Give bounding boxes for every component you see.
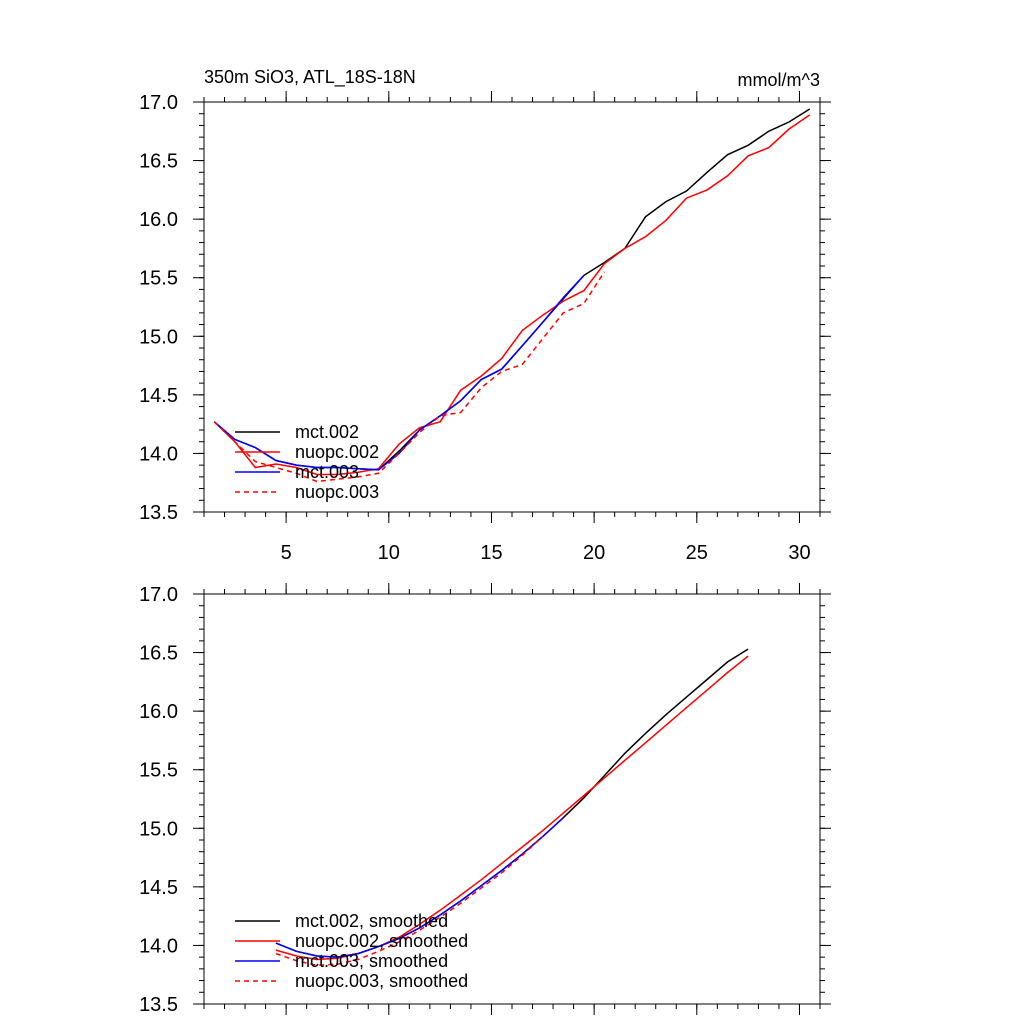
legend-label: mct.003, smoothed (295, 951, 448, 971)
x-tick-label: 20 (583, 542, 605, 564)
y-tick-label: 16.5 (139, 151, 178, 173)
y-tick-label: 15.5 (139, 268, 178, 290)
y-tick-label: 17.0 (139, 584, 178, 606)
x-tick-label: 5 (281, 542, 292, 564)
y-tick-label: 14.5 (139, 877, 178, 899)
y-tick-label: 14.0 (139, 443, 178, 465)
y-tick-label: 17.0 (139, 92, 178, 114)
legend-label: mct.002 (295, 422, 359, 442)
x-tick-label: 30 (788, 542, 810, 564)
y-tick-label: 16.0 (139, 209, 178, 231)
legend-label: mct.003 (295, 462, 359, 482)
legend-label: mct.002, smoothed (295, 911, 448, 931)
legend-label: nuopc.003 (295, 482, 379, 502)
series-line (275, 817, 564, 958)
legend-label: nuopc.003, smoothed (295, 971, 468, 991)
series-line (213, 108, 811, 471)
units-label: mmol/m^3 (738, 70, 820, 90)
top-panel: 5 10 15 20 25 30 13.5 14.0 14.5 15.0 15.5 16.0 16.5 1… (139, 91, 831, 564)
series-line (275, 835, 544, 967)
y-tick-label: 15.5 (139, 760, 178, 782)
legend-label: nuopc.002 (295, 442, 379, 462)
series-line (213, 114, 811, 476)
series-line (213, 271, 606, 483)
legend-label: nuopc.002, smoothed (295, 931, 468, 951)
y-tick-label: 13.5 (139, 502, 178, 524)
x-tick-label: 15 (480, 542, 502, 564)
y-tick-label: 15.0 (139, 326, 178, 348)
series-line (213, 274, 585, 471)
y-tick-label: 15.0 (139, 818, 178, 840)
chart-title: 350m SiO3, ATL_18S-18N (204, 67, 416, 88)
x-tick-label: 10 (378, 542, 400, 564)
x-tick-label: 25 (686, 542, 708, 564)
y-tick-label: 13.5 (139, 994, 178, 1016)
y-tick-label: 16.0 (139, 701, 178, 723)
y-tick-label: 16.5 (139, 643, 178, 665)
y-tick-label: 14.0 (139, 935, 178, 957)
y-tick-label: 14.5 (139, 385, 178, 407)
bottom-panel: 13.5 14.0 14.5 15.0 15.5 16.0 16.5 17.0 mct.002,… (139, 583, 831, 1016)
